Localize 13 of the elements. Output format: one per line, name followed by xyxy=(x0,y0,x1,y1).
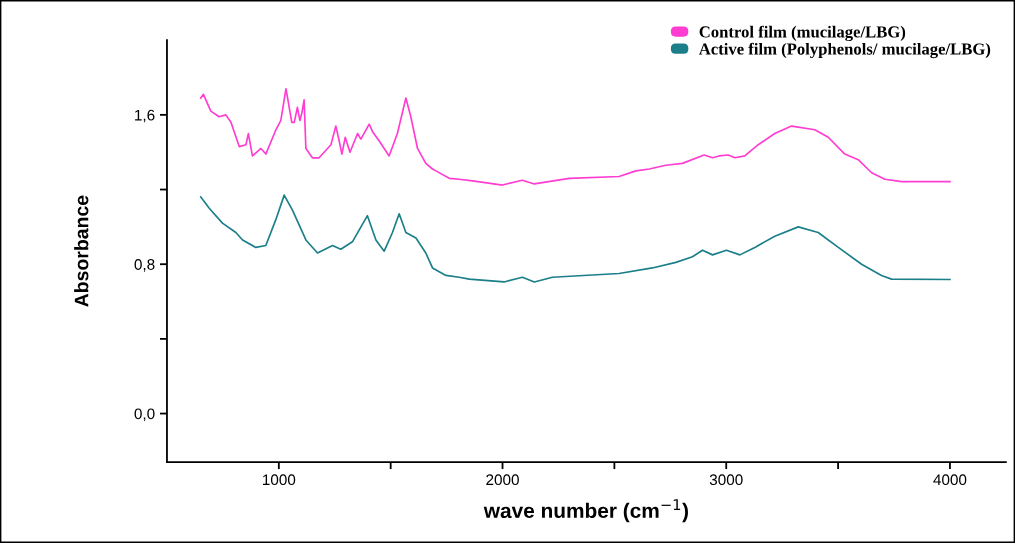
legend-label: Active film (Polyphenols/ mucilage/LBG) xyxy=(698,42,991,59)
x-tick-label: 1000 xyxy=(262,474,296,486)
line-series xyxy=(199,194,951,283)
x-tick-label: 4000 xyxy=(933,474,967,486)
x-tick-label: 2000 xyxy=(486,474,519,486)
line-series xyxy=(199,87,951,186)
x-axis-title: wave number (cm$^{−1}$) xyxy=(483,499,688,523)
y-tick-label: 0,0 xyxy=(134,408,155,422)
y-tick-label: 0,8 xyxy=(134,259,155,272)
x-tick-label: 3000 xyxy=(709,474,743,486)
legend-label: Control film (mucilage/LBG) xyxy=(699,25,906,42)
y-axis-title: Absorbance xyxy=(74,195,89,307)
y-tick-label: 1,6 xyxy=(135,109,155,123)
